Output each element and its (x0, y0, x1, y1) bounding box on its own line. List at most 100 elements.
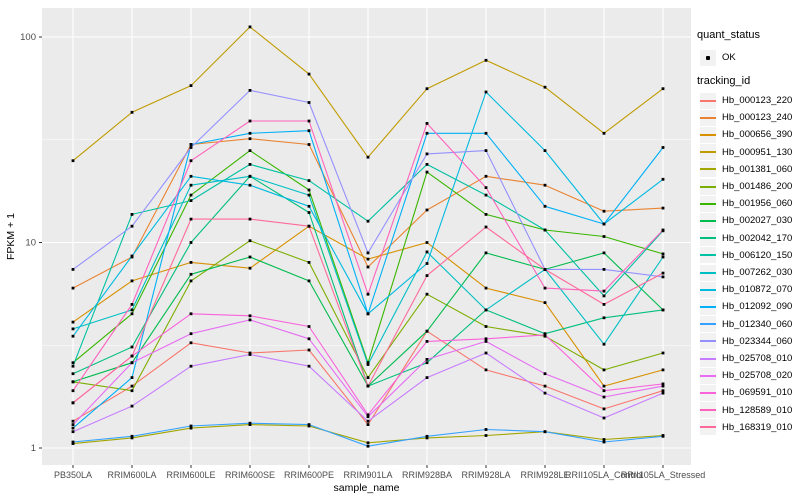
data-point (189, 217, 193, 221)
data-point (248, 351, 252, 355)
x-tick-label: RRII105LA_Stressed (621, 470, 706, 480)
data-point (425, 340, 429, 343)
data-point (484, 325, 488, 328)
data-point (661, 391, 665, 395)
data-point (543, 384, 547, 388)
data-point (130, 303, 134, 306)
x-tick-label: RRIM600LE (166, 470, 215, 480)
data-point (425, 358, 429, 361)
data-point (543, 286, 547, 290)
data-point (71, 361, 75, 365)
data-point (425, 361, 429, 365)
data-point (248, 423, 252, 426)
data-point (71, 442, 75, 445)
data-point (130, 434, 134, 438)
data-point (543, 228, 547, 232)
data-point (130, 213, 134, 216)
data-point (130, 404, 134, 408)
y-tick-label: 1 (31, 443, 36, 454)
axis-ticks (39, 36, 664, 468)
y-tick-label: 100 (20, 32, 36, 43)
data-point (484, 131, 488, 135)
data-point (189, 312, 193, 316)
x-tick-label: RRIM901LA (343, 470, 392, 480)
data-point (130, 354, 134, 358)
data-point (425, 122, 429, 125)
data-point (307, 129, 311, 133)
data-point (307, 337, 311, 341)
data-point (189, 159, 193, 163)
data-point (130, 312, 134, 316)
data-point (661, 146, 665, 149)
data-point (425, 376, 429, 379)
data-point (543, 85, 547, 89)
data-point (189, 261, 193, 264)
data-point (71, 286, 75, 290)
data-point (130, 389, 134, 393)
data-point (543, 333, 547, 337)
data-point (425, 434, 429, 438)
data-point (130, 436, 134, 440)
data-point (248, 149, 252, 152)
data-point (366, 363, 370, 366)
data-point (189, 424, 193, 428)
data-point (602, 389, 606, 393)
data-point (484, 90, 488, 94)
data-point (661, 308, 665, 312)
data-point (425, 329, 429, 333)
data-point (307, 204, 311, 208)
x-tick-label: RRIM600SE (225, 470, 275, 480)
data-point (189, 341, 193, 345)
data-point (248, 255, 252, 259)
data-point (543, 372, 547, 376)
data-point (71, 430, 75, 434)
axis-labels: 1 10 100 PB350LA RRIM600LA RRIM600LE RRIM600SE… (5, 32, 705, 494)
data-point (307, 72, 311, 76)
data-point (602, 294, 606, 298)
data-point (661, 177, 665, 181)
data-point (543, 183, 547, 187)
data-point (366, 155, 370, 159)
data-point (248, 421, 252, 425)
data-point (307, 224, 311, 228)
data-point (602, 131, 606, 135)
data-point (307, 143, 311, 146)
data-point (248, 89, 252, 92)
data-point (71, 419, 75, 423)
data-point (248, 163, 252, 166)
data-point (71, 364, 75, 368)
y-axis-title: FPKM + 1 (5, 213, 17, 260)
data-point (366, 257, 370, 261)
data-point (307, 101, 311, 104)
data-point (661, 275, 665, 279)
data-point (425, 250, 429, 254)
data-point (71, 268, 75, 271)
data-point (130, 345, 134, 349)
data-point (366, 423, 370, 426)
data-point (307, 179, 311, 182)
data-point (307, 279, 311, 283)
data-point (248, 25, 252, 29)
data-point (130, 361, 134, 365)
x-tick-label: PB350LA (54, 470, 92, 480)
data-point (366, 265, 370, 269)
data-point (543, 301, 547, 304)
quant-status-legend-title: quant_status (697, 29, 760, 41)
data-point (661, 206, 665, 210)
data-point (602, 440, 606, 444)
data-point (307, 325, 311, 328)
data-point (130, 224, 134, 228)
data-point (307, 364, 311, 368)
data-point (602, 395, 606, 399)
data-point (661, 389, 665, 393)
data-point (602, 235, 606, 238)
data-point (71, 320, 75, 324)
data-point (248, 314, 252, 318)
data-point (602, 368, 606, 372)
data-point (425, 262, 429, 265)
data-point (484, 428, 488, 431)
data-point (661, 255, 665, 259)
data-point (307, 119, 311, 123)
data-point (307, 193, 311, 197)
data-point (484, 337, 488, 341)
